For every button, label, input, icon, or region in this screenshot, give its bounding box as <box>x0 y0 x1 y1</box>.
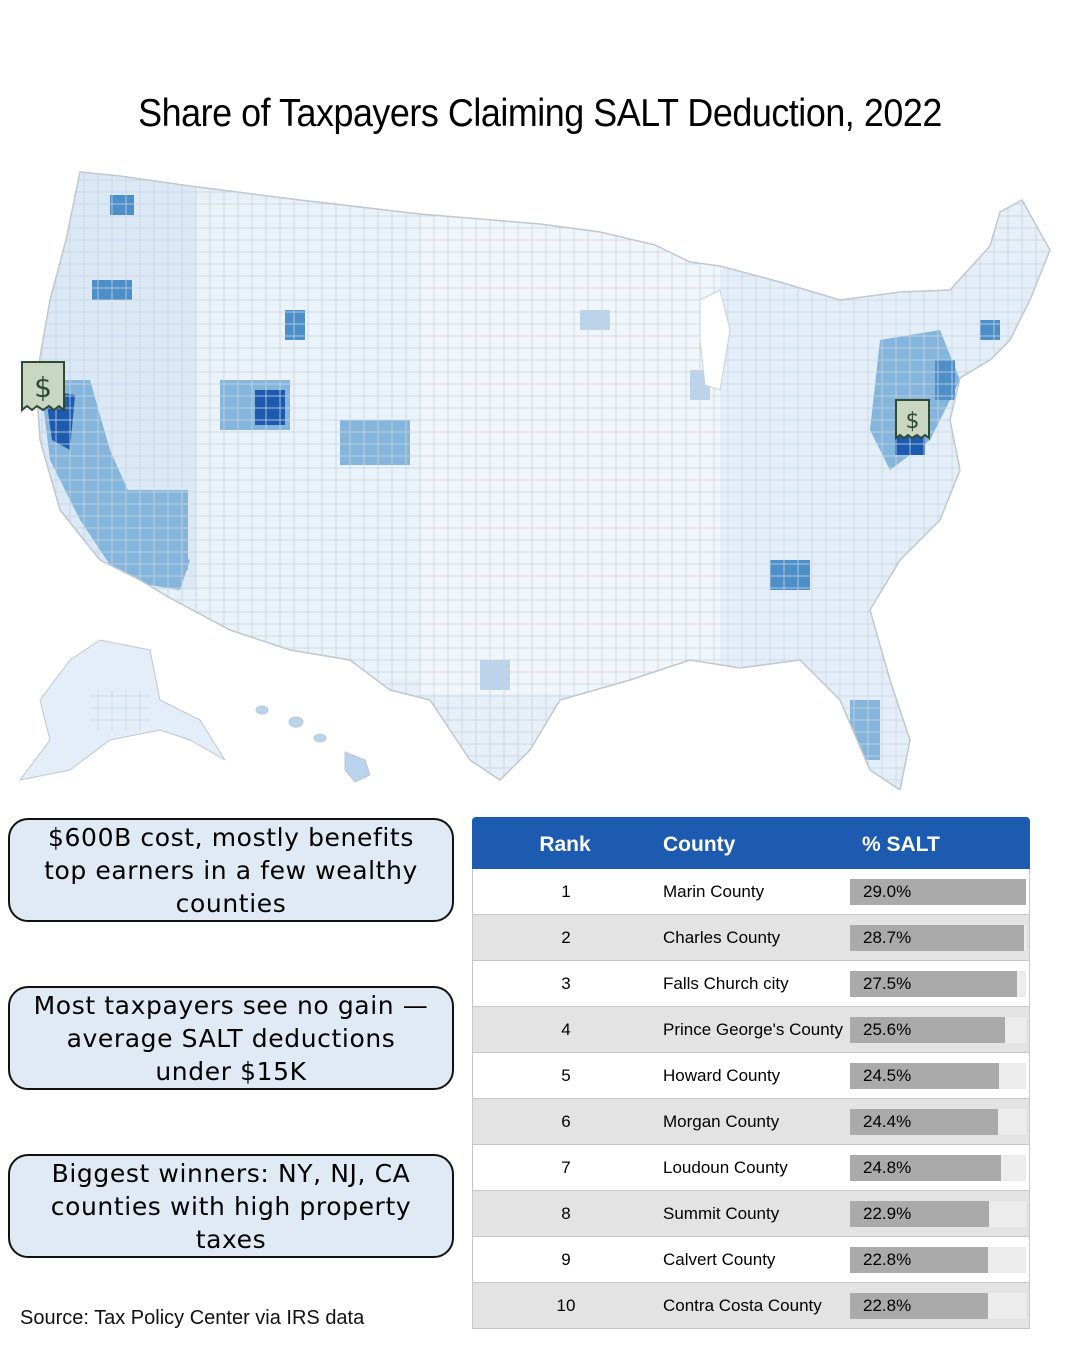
pct-bar-track <box>850 1109 1026 1135</box>
rank-cell: 3 <box>561 974 571 993</box>
pct-cell: 28.7% <box>863 928 912 947</box>
table-row: 2 Charles County 28.7% <box>472 915 1030 961</box>
callout-no-gain: Most taxpayers see no gain — average SAL… <box>8 986 454 1090</box>
pct-bar <box>850 1155 1001 1181</box>
pct-bar <box>850 1247 989 1273</box>
rank-cell: 2 <box>561 928 571 947</box>
contiguous-us <box>36 172 1050 790</box>
svg-text:$: $ <box>34 371 52 404</box>
pct-bar-track <box>850 1063 1026 1089</box>
pct-cell: 22.8% <box>863 1296 912 1315</box>
svg-text:$: $ <box>906 409 920 434</box>
header-rank: Rank <box>539 833 591 856</box>
table-row: 7 Loudoun County 24.8% <box>472 1145 1030 1191</box>
county-cell: Howard County <box>663 1066 781 1085</box>
header-county: County <box>663 833 736 856</box>
pct-bar-track <box>850 971 1026 997</box>
rank-cell: 9 <box>561 1250 571 1269</box>
table-row: 6 Morgan County 24.4% <box>472 1099 1030 1145</box>
pct-bar <box>850 1201 989 1227</box>
pct-bar <box>850 1017 1006 1043</box>
pct-cell: 22.8% <box>863 1250 912 1269</box>
table-row: 4 Prince George's County 25.6% <box>472 1007 1030 1053</box>
rank-cell: 8 <box>561 1204 571 1223</box>
lake-michigan <box>699 289 731 391</box>
us-county-choropleth-map: $ $ <box>18 171 1051 790</box>
county-cell: Summit County <box>663 1204 780 1223</box>
callout-winners: Biggest winners: NY, NJ, CA counties wit… <box>8 1154 454 1258</box>
county-cell: Charles County <box>663 928 781 947</box>
table-row: 10 Contra Costa County 22.8% <box>472 1283 1030 1329</box>
rank-cell: 1 <box>561 882 571 901</box>
pct-bar-track <box>850 1155 1026 1181</box>
alaska <box>18 639 226 781</box>
county-cell: Calvert County <box>663 1250 776 1269</box>
rank-cell: 10 <box>556 1296 576 1315</box>
county-cell: Marin County <box>663 882 765 901</box>
pct-cell: 24.4% <box>863 1112 912 1131</box>
callout-cost: $600B cost, mostly benefits top earners … <box>8 818 454 922</box>
pct-bar-track <box>850 1017 1026 1043</box>
ranking-table: Rank County % SALT 1 Marin County 29.0% 2 Ch… <box>472 817 1030 1329</box>
rank-cell: 5 <box>561 1066 571 1085</box>
pct-cell: 27.5% <box>863 974 912 993</box>
source-note: Source: Tax Policy Center via IRS data <box>20 1307 365 1329</box>
table-row: 1 Marin County 29.0% <box>472 869 1030 915</box>
pct-bar-track <box>850 925 1026 951</box>
pct-bar-track <box>850 1293 1026 1319</box>
pct-bar-track <box>850 1201 1026 1227</box>
county-cell: Falls Church city <box>663 974 789 993</box>
pct-cell: 22.9% <box>863 1204 912 1223</box>
pct-bar <box>850 1293 989 1319</box>
page-title: Share of Taxpayers Claiming SALT Deducti… <box>138 92 942 135</box>
county-cell: Morgan County <box>663 1112 780 1131</box>
county-cell: Prince George's County <box>663 1020 843 1039</box>
pct-cell: 24.5% <box>863 1066 912 1085</box>
dollar-receipt-icon: $ <box>895 399 930 440</box>
rank-cell: 6 <box>561 1112 571 1131</box>
table-row: 8 Summit County 22.9% <box>472 1191 1030 1237</box>
pct-bar <box>850 879 1026 905</box>
header-pct-salt: % SALT <box>862 833 940 856</box>
pct-cell: 29.0% <box>863 882 912 901</box>
pct-cell: 24.8% <box>863 1158 912 1177</box>
pct-bar <box>850 1109 999 1135</box>
pct-bar <box>850 1063 999 1089</box>
table-body: 1 Marin County 29.0% 2 Charles County 28.7% 3 F… <box>472 869 1030 1329</box>
pct-bar <box>850 925 1025 951</box>
hawaii <box>255 705 371 783</box>
pct-bar <box>850 971 1017 997</box>
pct-cell: 25.6% <box>863 1020 912 1039</box>
county-cell: Loudoun County <box>663 1158 788 1177</box>
rank-cell: 4 <box>561 1020 571 1039</box>
table-row: 3 Falls Church city 27.5% <box>472 961 1030 1007</box>
pct-bar-track <box>850 1247 1026 1273</box>
table-row: 5 Howard County 24.5% <box>472 1053 1030 1099</box>
table-row: 9 Calvert County 22.8% <box>472 1237 1030 1283</box>
rank-cell: 7 <box>561 1158 571 1177</box>
dollar-receipt-icon: $ <box>21 361 65 413</box>
table-header: Rank County % SALT <box>472 817 1030 869</box>
county-cell: Contra Costa County <box>663 1296 822 1315</box>
pct-bar-track <box>850 879 1026 905</box>
